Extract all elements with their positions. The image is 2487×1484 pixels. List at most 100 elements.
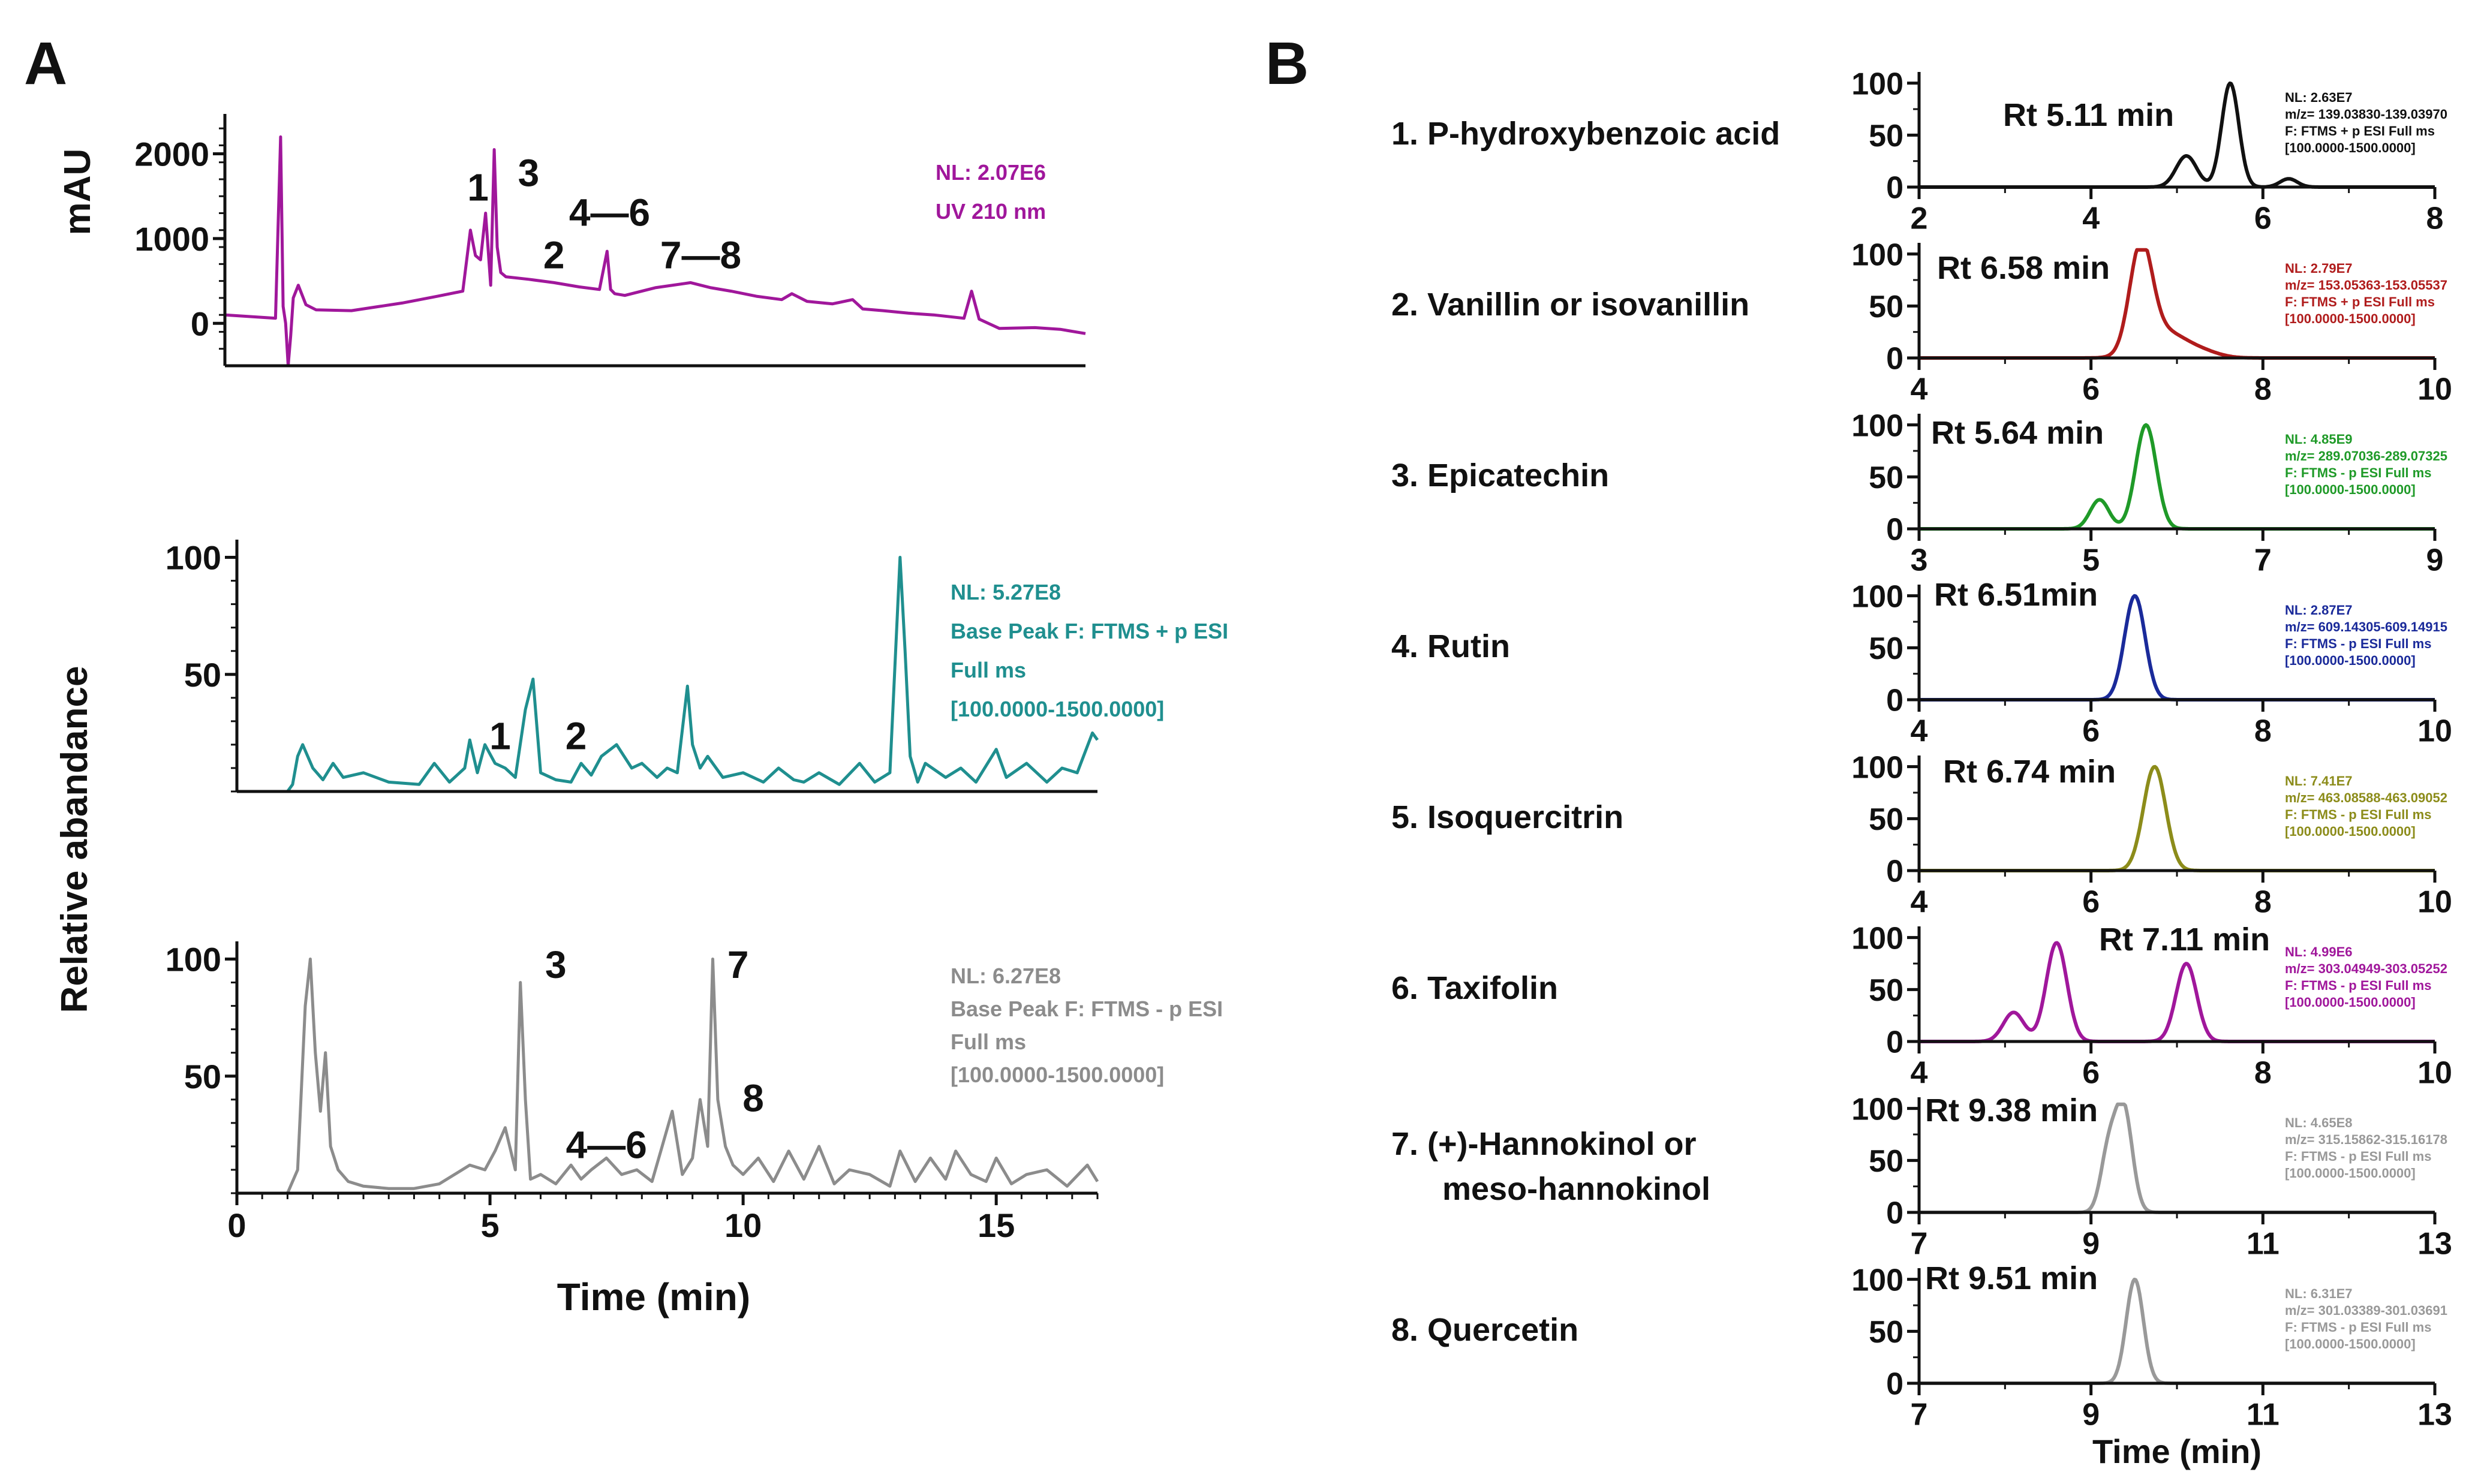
- panel-a-label: A: [24, 30, 67, 97]
- annotation-B8: F: FTMS - p ESI Full ms: [2285, 1320, 2431, 1335]
- x-tick-label-B3: 7: [2254, 543, 2272, 577]
- peak-label-A1: 1: [467, 165, 489, 209]
- x-tick-label-B5: 10: [2417, 884, 2452, 919]
- compound-name-line2-B7: meso-hannokinol: [1442, 1171, 1710, 1207]
- annotation-A3: Full ms: [951, 1030, 1026, 1054]
- rt-label-B2: Rt 6.58 min: [1937, 250, 2110, 286]
- y-tick-label-B1: 0: [1886, 171, 1903, 206]
- y-tick-label-B8: 0: [1886, 1367, 1903, 1402]
- series-line-A2: [237, 556, 1099, 793]
- annotation-B5: NL: 7.41E7: [2285, 773, 2353, 788]
- x-tick-label-B8: 13: [2417, 1397, 2452, 1432]
- y-tick-label-B4: 0: [1886, 684, 1903, 718]
- compound-name-B5: 5. Isoquercitrin: [1391, 799, 1623, 835]
- chart-B7: 0 50 100 7 9 11 13 NL: 4.65E8 m/z= 315.15862-315…: [1391, 1092, 2452, 1261]
- annotation-B3: [100.0000-1500.0000]: [2285, 482, 2416, 497]
- y-tick-label-A1: 1000: [134, 220, 209, 258]
- y-tick-label-B5: 0: [1886, 854, 1903, 889]
- x-tick-label-B4: 10: [2417, 714, 2452, 748]
- panel-a-ylabel-mau: mAU: [57, 149, 98, 236]
- annotation-A2: Full ms: [951, 658, 1026, 682]
- annotation-A1: UV 210 nm: [936, 199, 1046, 224]
- annotation-B2: [100.0000-1500.0000]: [2285, 311, 2416, 326]
- chart-A1: 0 1000 2000 NL: 2.07E6 UV 210 nm 1 3 4—62 7—8: [134, 114, 1086, 368]
- x-tick-label-B4: 4: [1911, 714, 1928, 748]
- y-tick-label-A3: 50: [184, 1058, 221, 1095]
- x-tick-label-B8: 9: [2082, 1397, 2100, 1432]
- annotation-B5: F: FTMS - p ESI Full ms: [2285, 807, 2431, 822]
- annotation-B4: F: FTMS - p ESI Full ms: [2285, 636, 2431, 651]
- series-line-A1: [224, 135, 1086, 368]
- peak-label-A1: 4—6: [569, 191, 650, 234]
- x-tick-label-B8: 7: [1911, 1397, 1928, 1432]
- y-tick-label-B3: 50: [1869, 460, 1903, 495]
- annotation-B6: NL: 4.99E6: [2285, 944, 2353, 959]
- annotation-A2: NL: 5.27E8: [951, 580, 1061, 604]
- annotation-B3: F: FTMS - p ESI Full ms: [2285, 465, 2431, 480]
- compound-name-B4: 4. Rutin: [1391, 628, 1510, 664]
- annotation-B8: NL: 6.31E7: [2285, 1286, 2353, 1301]
- x-tick-label-B5: 4: [1911, 884, 1928, 919]
- annotation-B7: [100.0000-1500.0000]: [2285, 1166, 2416, 1181]
- compound-name-B3: 3. Epicatechin: [1391, 457, 1609, 493]
- annotation-B4: NL: 2.87E7: [2285, 603, 2353, 618]
- x-tick-label-B5: 8: [2254, 884, 2272, 919]
- annotation-B8: [100.0000-1500.0000]: [2285, 1336, 2416, 1351]
- annotation-B6: m/z= 303.04949-303.05252: [2285, 961, 2447, 976]
- peak-label-A2: 1: [489, 715, 511, 758]
- peak-label-A1: 2: [543, 233, 565, 276]
- x-tick-label-B6: 10: [2417, 1055, 2452, 1090]
- panel-b-xlabel: Time (min): [2092, 1432, 2262, 1470]
- x-tick-label-B2: 6: [2082, 372, 2100, 407]
- y-tick-label-B2: 50: [1869, 290, 1903, 324]
- y-tick-label-B6: 100: [1851, 921, 1903, 956]
- x-tick-label-B5: 6: [2082, 884, 2100, 919]
- annotation-B6: [100.0000-1500.0000]: [2285, 995, 2416, 1010]
- x-tick-label-B6: 4: [1911, 1055, 1928, 1090]
- series-line-A3: [237, 958, 1099, 1195]
- chart-B5: 0 50 100 4 6 8 10 NL: 7.41E7 m/z= 463.08588-463.…: [1391, 750, 2452, 919]
- y-tick-label-A1: 2000: [134, 136, 209, 173]
- y-tick-label-B5: 100: [1851, 750, 1903, 785]
- annotation-B5: [100.0000-1500.0000]: [2285, 824, 2416, 839]
- panel-b-label: B: [1265, 30, 1309, 97]
- annotation-B2: F: FTMS + p ESI Full ms: [2285, 294, 2435, 309]
- peak-label-A3: 7: [727, 943, 749, 986]
- rt-label-B7: Rt 9.38 min: [1925, 1092, 2098, 1128]
- panel-a-xlabel: Time (min): [557, 1275, 750, 1319]
- x-tick-label-B7: 9: [2082, 1226, 2100, 1261]
- annotation-B1: [100.0000-1500.0000]: [2285, 140, 2416, 155]
- compound-name-B1: 1. P-hydroxybenzoic acid: [1391, 116, 1780, 152]
- y-tick-label-B6: 50: [1869, 973, 1903, 1008]
- y-tick-label-B7: 0: [1886, 1196, 1903, 1231]
- y-tick-label-B6: 0: [1886, 1025, 1903, 1060]
- y-tick-label-B7: 100: [1851, 1092, 1903, 1127]
- y-tick-label-B3: 100: [1851, 408, 1903, 443]
- peak-label-A3: 3: [545, 943, 567, 986]
- rt-label-B4: Rt 6.51min: [1934, 577, 2098, 613]
- annotation-B4: [100.0000-1500.0000]: [2285, 653, 2416, 668]
- annotation-A3: Base Peak F: FTMS - p ESI: [951, 997, 1223, 1021]
- y-tick-label-B3: 0: [1886, 513, 1903, 547]
- annotation-B5: m/z= 463.08588-463.09052: [2285, 790, 2447, 805]
- y-tick-label-B2: 100: [1851, 237, 1903, 272]
- annotation-B3: m/z= 289.07036-289.07325: [2285, 448, 2447, 463]
- rt-label-B1: Rt 5.11 min: [2003, 97, 2174, 133]
- panel-a-ylabel-ms: Relative abandance: [54, 666, 95, 1013]
- x-tick-label-A3: 5: [480, 1206, 499, 1244]
- annotation-B6: F: FTMS - p ESI Full ms: [2285, 978, 2431, 993]
- rt-label-B3: Rt 5.64 min: [1931, 415, 2104, 451]
- rt-label-B6: Rt 7.11 min: [2099, 922, 2270, 958]
- y-tick-label-A2: 100: [166, 539, 221, 577]
- chart-B8: 0 50 100 7 9 11 13 NL: 6.31E7 m/z= 301.03389-301…: [1391, 1260, 2452, 1432]
- annotation-A3: [100.0000-1500.0000]: [951, 1062, 1164, 1087]
- y-tick-label-A3: 100: [166, 941, 221, 979]
- compound-name-B8: 8. Quercetin: [1391, 1312, 1578, 1348]
- y-tick-label-B8: 50: [1869, 1315, 1903, 1350]
- y-tick-label-B2: 0: [1886, 342, 1903, 377]
- rt-label-B5: Rt 6.74 min: [1943, 754, 2116, 790]
- y-tick-label-B7: 50: [1869, 1144, 1903, 1179]
- x-tick-label-A3: 0: [227, 1206, 246, 1244]
